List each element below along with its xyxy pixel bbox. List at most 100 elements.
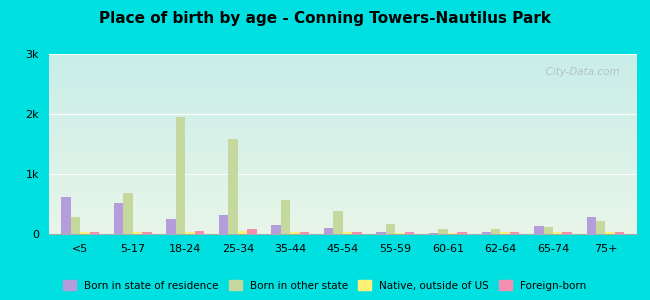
Bar xyxy=(49,64,637,65)
Bar xyxy=(49,157,637,158)
Bar xyxy=(49,162,637,163)
Bar xyxy=(49,78,637,79)
Bar xyxy=(615,232,625,234)
Bar xyxy=(49,153,637,154)
Bar xyxy=(49,160,637,161)
Bar xyxy=(49,129,637,130)
Bar xyxy=(49,71,637,72)
Bar xyxy=(49,142,637,143)
Bar xyxy=(553,232,562,234)
Bar xyxy=(49,97,637,98)
Bar xyxy=(49,225,637,226)
Bar xyxy=(49,172,637,173)
Bar xyxy=(49,137,637,138)
Bar xyxy=(49,131,637,132)
Bar xyxy=(49,122,637,123)
Bar xyxy=(49,208,637,209)
Bar xyxy=(49,183,637,184)
Bar xyxy=(606,232,615,234)
Bar xyxy=(49,177,637,178)
Bar xyxy=(49,150,637,151)
Bar xyxy=(49,114,637,115)
Bar xyxy=(49,54,637,55)
Bar xyxy=(49,173,637,174)
Bar xyxy=(49,199,637,200)
Bar xyxy=(49,90,637,91)
Bar xyxy=(49,99,637,100)
Bar xyxy=(49,161,637,162)
Bar xyxy=(49,154,637,155)
Bar xyxy=(49,159,637,160)
Bar xyxy=(272,225,281,234)
Bar xyxy=(49,81,637,82)
Bar xyxy=(49,118,637,119)
Bar xyxy=(534,226,543,234)
Bar xyxy=(49,116,637,117)
Bar xyxy=(49,184,637,185)
Bar xyxy=(49,73,637,74)
Bar xyxy=(114,203,124,234)
Bar xyxy=(228,139,238,234)
Bar xyxy=(49,104,637,105)
Bar xyxy=(49,106,637,107)
Bar xyxy=(49,233,637,234)
Bar xyxy=(219,215,228,234)
Bar xyxy=(439,229,448,234)
Bar xyxy=(49,232,637,233)
Bar xyxy=(49,205,637,206)
Bar xyxy=(300,232,309,234)
Bar xyxy=(49,113,637,114)
Bar xyxy=(49,192,637,193)
Bar xyxy=(49,112,637,113)
Bar xyxy=(49,119,637,120)
Bar xyxy=(49,155,637,156)
Bar xyxy=(49,93,637,94)
Bar xyxy=(49,55,637,56)
Bar xyxy=(49,210,637,211)
Bar xyxy=(49,213,637,214)
Bar xyxy=(49,110,637,111)
Bar xyxy=(49,174,637,175)
Bar xyxy=(49,182,637,183)
Bar xyxy=(49,59,637,60)
Bar xyxy=(49,100,637,101)
Bar xyxy=(49,102,637,103)
Bar xyxy=(49,214,637,215)
Bar xyxy=(49,198,637,199)
Bar xyxy=(49,141,637,142)
Bar xyxy=(49,121,637,122)
Bar xyxy=(49,133,637,134)
Bar xyxy=(324,228,333,234)
Bar xyxy=(49,72,637,73)
Bar xyxy=(49,163,637,164)
Bar xyxy=(49,63,637,64)
Bar xyxy=(49,101,637,102)
Bar xyxy=(49,215,637,216)
Bar xyxy=(49,79,637,80)
Bar xyxy=(49,120,637,121)
Bar xyxy=(352,232,362,234)
Bar xyxy=(49,140,637,141)
Bar xyxy=(49,149,637,150)
Bar xyxy=(49,108,637,109)
Bar xyxy=(49,85,637,86)
Bar xyxy=(49,169,637,170)
Bar xyxy=(562,232,572,234)
Bar xyxy=(49,178,637,179)
Bar xyxy=(49,69,637,70)
Bar xyxy=(49,58,637,59)
Bar xyxy=(49,168,637,169)
Bar xyxy=(49,231,637,232)
Bar xyxy=(386,224,395,234)
Bar xyxy=(49,224,637,225)
Bar xyxy=(49,103,637,104)
Bar xyxy=(49,175,637,176)
Bar xyxy=(395,233,405,234)
Bar xyxy=(49,123,637,124)
Bar xyxy=(333,211,343,234)
Bar xyxy=(491,229,500,234)
Bar xyxy=(429,233,439,234)
Text: City-Data.com: City-Data.com xyxy=(539,67,619,76)
Bar xyxy=(49,189,637,190)
Bar xyxy=(49,136,637,137)
